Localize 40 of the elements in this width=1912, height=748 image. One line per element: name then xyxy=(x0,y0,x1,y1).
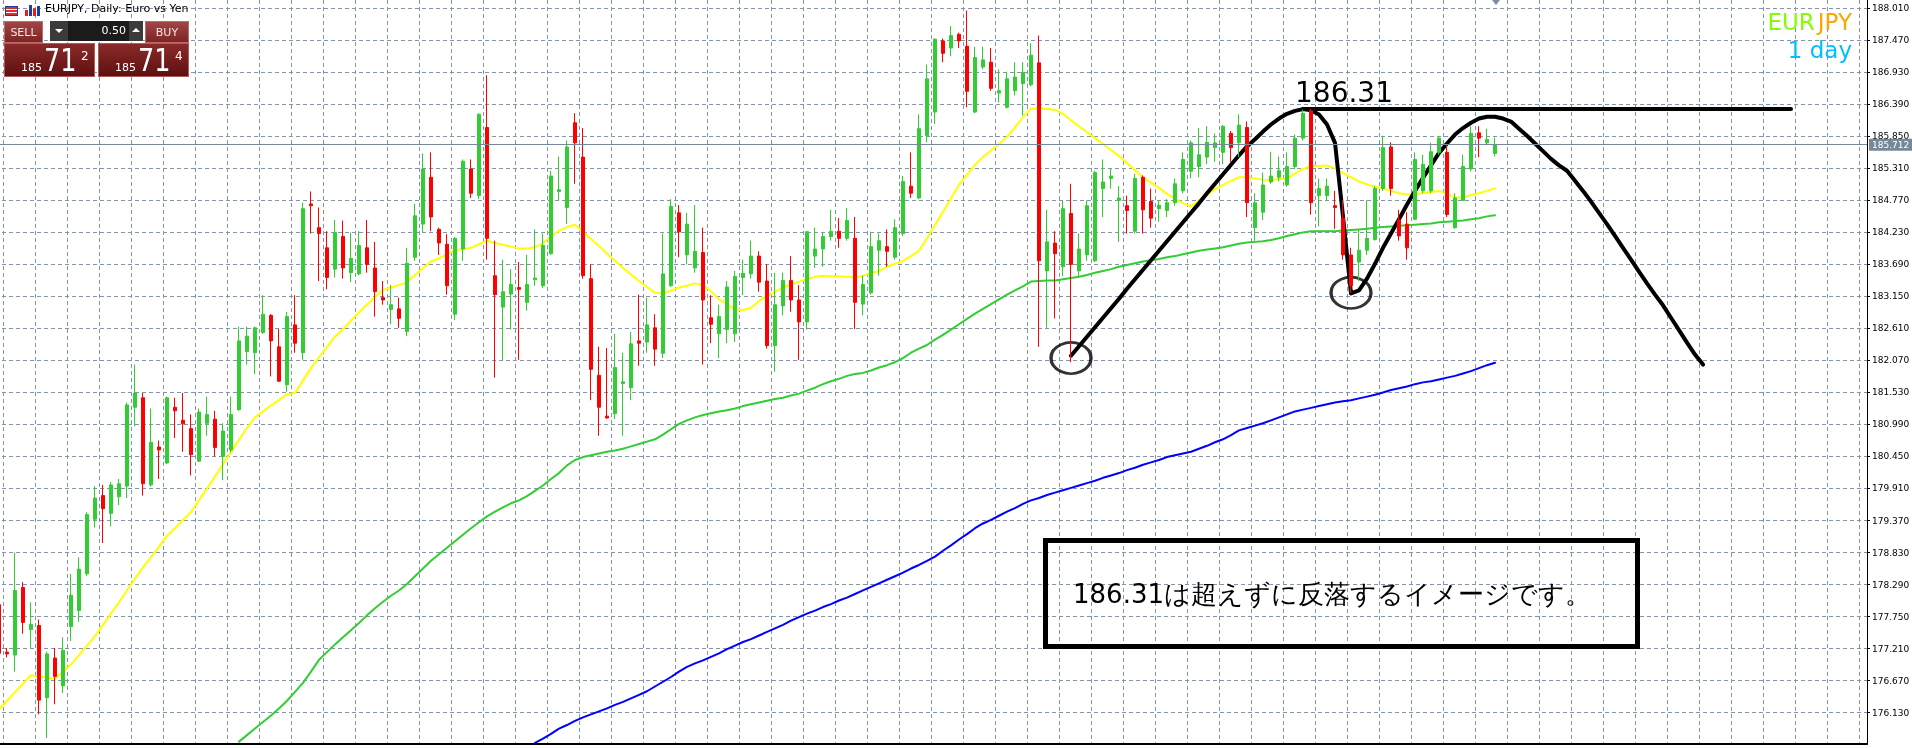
note-box: 186.31は超えずに反落するイメージです。 xyxy=(1043,538,1640,649)
annotation: 0.50 xyxy=(100,23,126,39)
annotation: 1 day xyxy=(1787,37,1852,63)
y-tick-label: 182.070 xyxy=(1872,355,1910,366)
y-tick-label: 186.930 xyxy=(1872,67,1910,78)
annotation: 71 xyxy=(138,41,171,79)
y-tick-label: 185.310 xyxy=(1872,163,1910,174)
y-tick-label: 177.210 xyxy=(1872,643,1910,654)
chart-title: EURJPY, Daily: Euro vs Yen xyxy=(45,2,189,15)
y-tick-label: 179.910 xyxy=(1872,483,1910,494)
y-tick-label: 188.010 xyxy=(1872,3,1910,14)
y-tick-label: 178.830 xyxy=(1872,547,1910,558)
annotation: 71 xyxy=(44,41,77,79)
ref-line-label: 185.712 xyxy=(1872,139,1910,150)
y-tick-label: 183.690 xyxy=(1872,259,1910,270)
y-tick-label: 180.990 xyxy=(1872,419,1910,430)
annotation: JPY xyxy=(1817,9,1852,35)
sell-button: SELL xyxy=(4,21,43,43)
y-tick-label: 177.750 xyxy=(1872,611,1910,622)
annotation: 185 xyxy=(115,61,136,74)
annotation: 4 xyxy=(175,49,183,63)
y-tick-label: 179.370 xyxy=(1872,515,1910,526)
y-tick-label: 181.530 xyxy=(1872,387,1910,398)
y-tick-label: 178.290 xyxy=(1872,579,1910,590)
annotation: 185 xyxy=(21,61,42,74)
y-tick-label: 184.230 xyxy=(1872,227,1910,238)
buy-button: BUY xyxy=(145,21,189,43)
y-tick-label: 186.390 xyxy=(1872,99,1910,110)
annotation: EUR xyxy=(1767,9,1815,35)
y-tick-label: 185.850 xyxy=(1872,131,1910,142)
y-tick-label: 180.450 xyxy=(1872,451,1910,462)
y-tick-label: 176.670 xyxy=(1872,675,1910,686)
annotation: 186.31は超えずに反落するイメージです。 xyxy=(1073,577,1591,610)
y-tick-label: 176.130 xyxy=(1872,707,1910,718)
series-label: 186.31 xyxy=(1295,75,1393,109)
y-tick-label: 183.150 xyxy=(1872,291,1910,302)
y-tick-label: 187.470 xyxy=(1872,35,1910,46)
y-tick-label: 182.610 xyxy=(1872,323,1910,334)
annotation: 2 xyxy=(81,49,89,63)
y-tick-label: 184.770 xyxy=(1872,195,1910,206)
